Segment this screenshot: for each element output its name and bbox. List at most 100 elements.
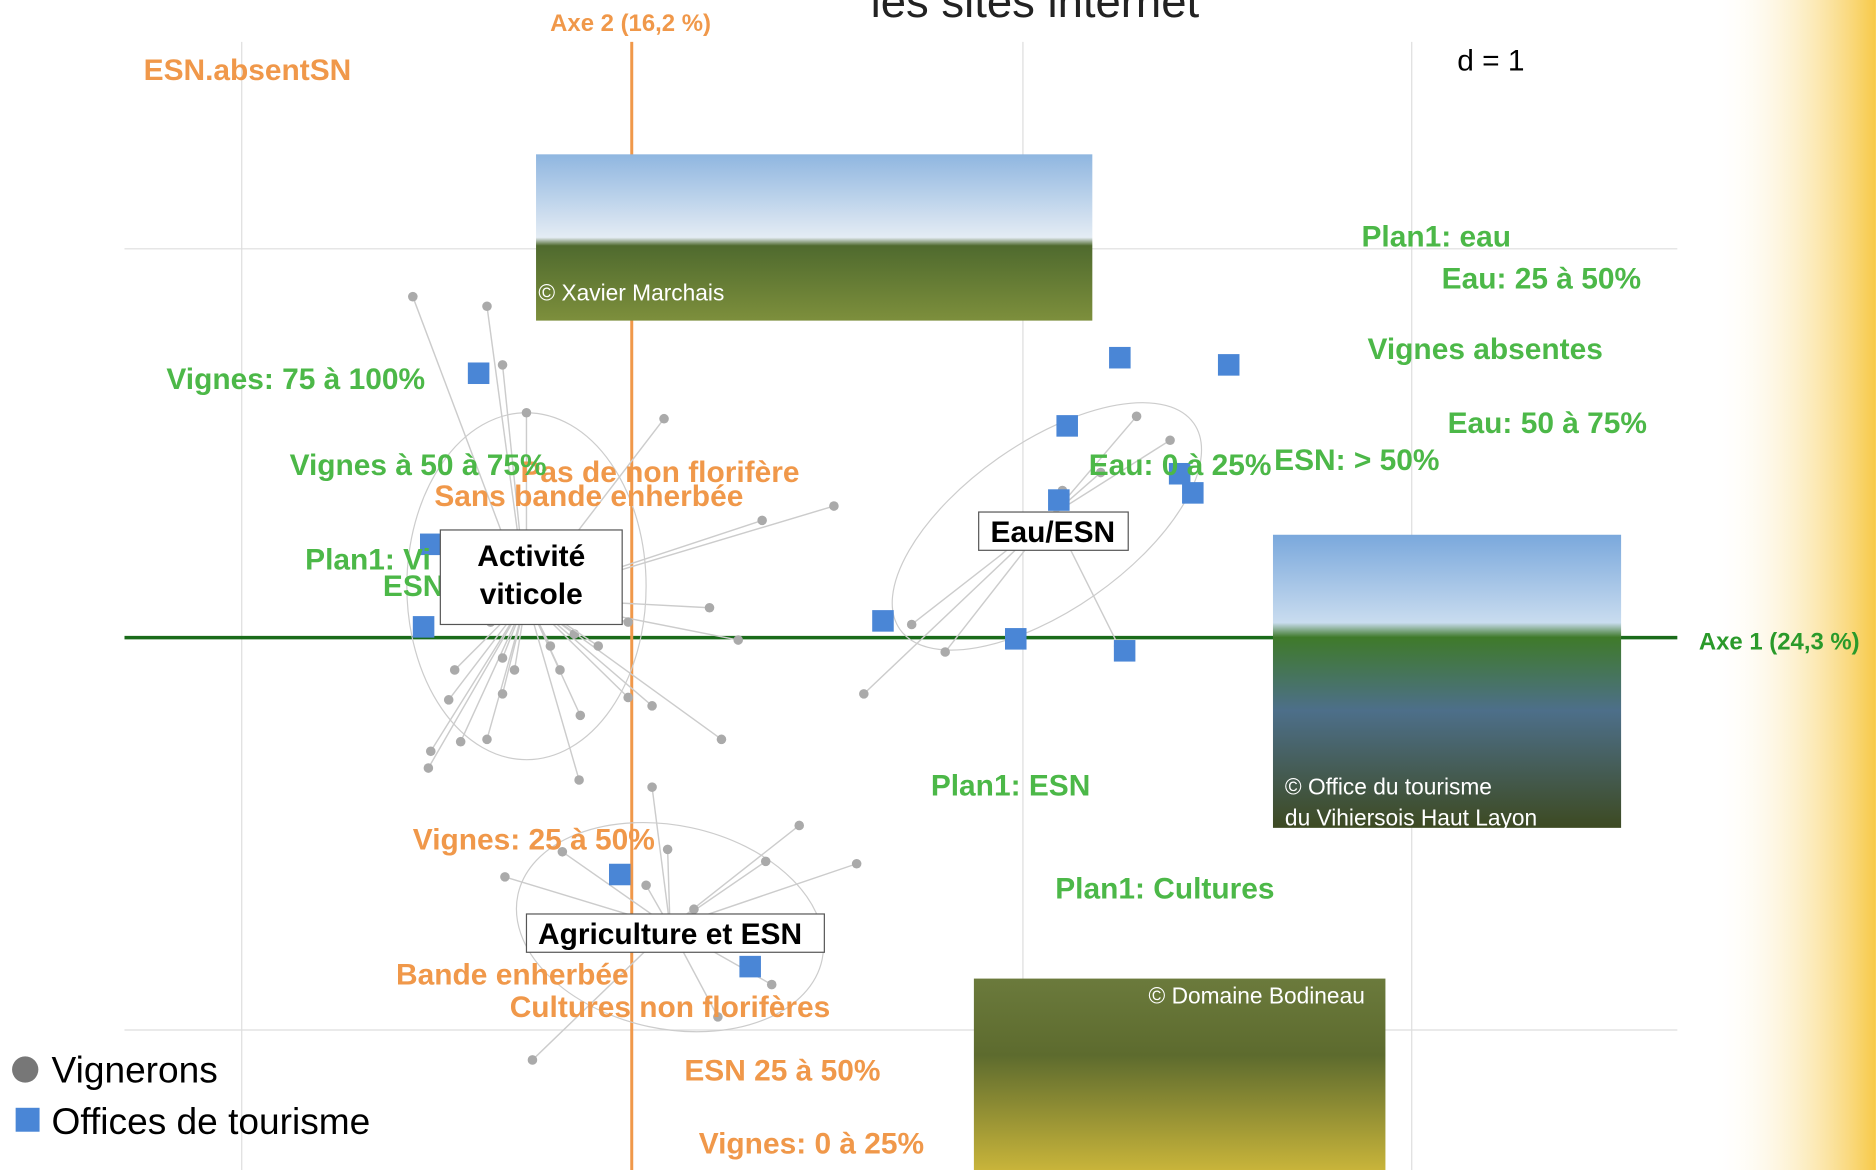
photo-credit: © Office du tourisme xyxy=(1285,773,1492,799)
point-office xyxy=(412,616,435,638)
spoke xyxy=(525,597,580,781)
point-office xyxy=(467,362,490,385)
point-vigneron xyxy=(425,746,436,757)
photo-credit: © Domaine Bodineau xyxy=(1149,983,1365,1009)
factor-label: Plan1: ESN xyxy=(931,770,1090,803)
factor-label: Vignes: 75 à 100% xyxy=(166,363,425,396)
photo-credit: © Xavier Marchais xyxy=(538,279,724,305)
spoke xyxy=(651,787,671,928)
point-vigneron xyxy=(940,647,950,657)
point-vigneron xyxy=(647,782,657,792)
point-office xyxy=(1113,640,1136,662)
factor-label: Plan1: eau xyxy=(1361,220,1511,253)
cluster-ellipse xyxy=(891,402,1203,651)
point-office xyxy=(1048,489,1070,511)
point-vigneron xyxy=(859,689,869,699)
group-label: Eau/ESN xyxy=(991,516,1116,549)
point-vigneron xyxy=(704,602,715,613)
point-office xyxy=(1182,482,1204,504)
group-box xyxy=(525,913,825,953)
point-vigneron xyxy=(500,872,510,882)
point-vigneron xyxy=(443,695,454,705)
point-vigneron xyxy=(659,413,669,424)
point-vigneron xyxy=(555,665,565,675)
point-vigneron xyxy=(557,846,568,857)
point-vigneron xyxy=(623,692,633,703)
point-vigneron xyxy=(509,665,520,675)
factor-label: Sans bande enherbée xyxy=(434,480,743,513)
legend-symbol xyxy=(15,1107,40,1132)
slide-title: les sites internet xyxy=(871,0,1200,27)
slide-decoration xyxy=(1710,0,1876,1170)
photo xyxy=(536,154,1093,321)
point-vigneron xyxy=(1165,435,1175,446)
point-vigneron xyxy=(794,820,805,831)
point-office xyxy=(419,533,442,556)
legend-symbol xyxy=(12,1056,39,1083)
point-vigneron xyxy=(829,501,839,511)
factor-label: ESN.absentSN xyxy=(144,54,352,87)
point-vigneron xyxy=(449,665,460,675)
spoke xyxy=(1052,439,1171,516)
point-office xyxy=(1168,462,1191,485)
factor-label: Eau: 50 à 75% xyxy=(1448,407,1647,440)
factor-label: Vignes: 0 à 25% xyxy=(699,1127,924,1160)
point-vigneron xyxy=(482,734,492,745)
point-vigneron xyxy=(716,734,727,745)
point-office xyxy=(609,863,631,886)
factor-label: ESN: > 50% xyxy=(1274,444,1439,477)
factor-label: Plan1: Cultures xyxy=(1055,872,1274,905)
point-vigneron xyxy=(423,763,434,773)
factor-label: Cultures non florifères xyxy=(510,991,831,1024)
factor-label: Vignes absentes xyxy=(1367,333,1602,366)
point-vigneron xyxy=(455,736,466,747)
point-vigneron xyxy=(662,844,673,855)
point-vigneron xyxy=(757,515,767,526)
legend-label: Offices de tourisme xyxy=(52,1100,371,1142)
point-vigneron xyxy=(574,775,584,785)
point-vigneron xyxy=(733,635,743,645)
point-vigneron xyxy=(760,856,771,867)
factor-label: Pas de non florifère xyxy=(520,456,799,489)
point-vigneron xyxy=(1131,411,1142,422)
cluster-ellipse xyxy=(515,821,825,1033)
factor-label: Vignes à 50 à 75% xyxy=(290,449,547,482)
point-vigneron xyxy=(497,653,508,663)
point-vigneron xyxy=(713,1012,723,1022)
group-label: Activité viticole xyxy=(477,540,585,611)
point-office xyxy=(1056,415,1078,437)
point-vigneron xyxy=(527,1055,538,1065)
group-box xyxy=(439,529,623,626)
photo-credit: du Vihiersois Haut Layon xyxy=(1285,804,1537,830)
legend-label: Vignerons xyxy=(52,1049,218,1091)
factor-label: Vignes: 25 à 50% xyxy=(413,823,655,856)
group-label: Agriculture et ESN xyxy=(538,918,802,951)
point-vigneron xyxy=(647,701,657,711)
scale-note: d = 1 xyxy=(1457,45,1524,78)
point-vigneron xyxy=(766,979,777,990)
point-office xyxy=(872,610,894,632)
point-vigneron xyxy=(408,291,418,302)
point-vigneron xyxy=(545,641,556,651)
factor-label: Eau: 25 à 50% xyxy=(1442,262,1641,295)
point-office xyxy=(739,955,761,978)
factor-label: Eau: 0 à 25% xyxy=(1089,449,1272,482)
factor-label: ESN xyxy=(383,570,444,603)
point-office xyxy=(1109,346,1131,369)
axis-2-label: Axe 2 (16,2 %) xyxy=(550,10,711,37)
point-vigneron xyxy=(521,407,532,418)
factor-label: Bande enherbée xyxy=(396,959,629,992)
point-vigneron xyxy=(575,710,586,721)
point-vigneron xyxy=(497,689,508,699)
axis-1-label: Axe 1 (24,3 %) xyxy=(1699,629,1860,656)
point-office xyxy=(1004,628,1027,650)
point-vigneron xyxy=(497,360,508,370)
point-office xyxy=(1217,354,1240,376)
point-vigneron xyxy=(906,619,917,630)
factor-label: ESN 25 à 50% xyxy=(684,1054,880,1087)
factor-label: Plan1: Vi xyxy=(305,543,431,576)
point-vigneron xyxy=(1095,467,1106,478)
point-vigneron xyxy=(689,904,699,914)
